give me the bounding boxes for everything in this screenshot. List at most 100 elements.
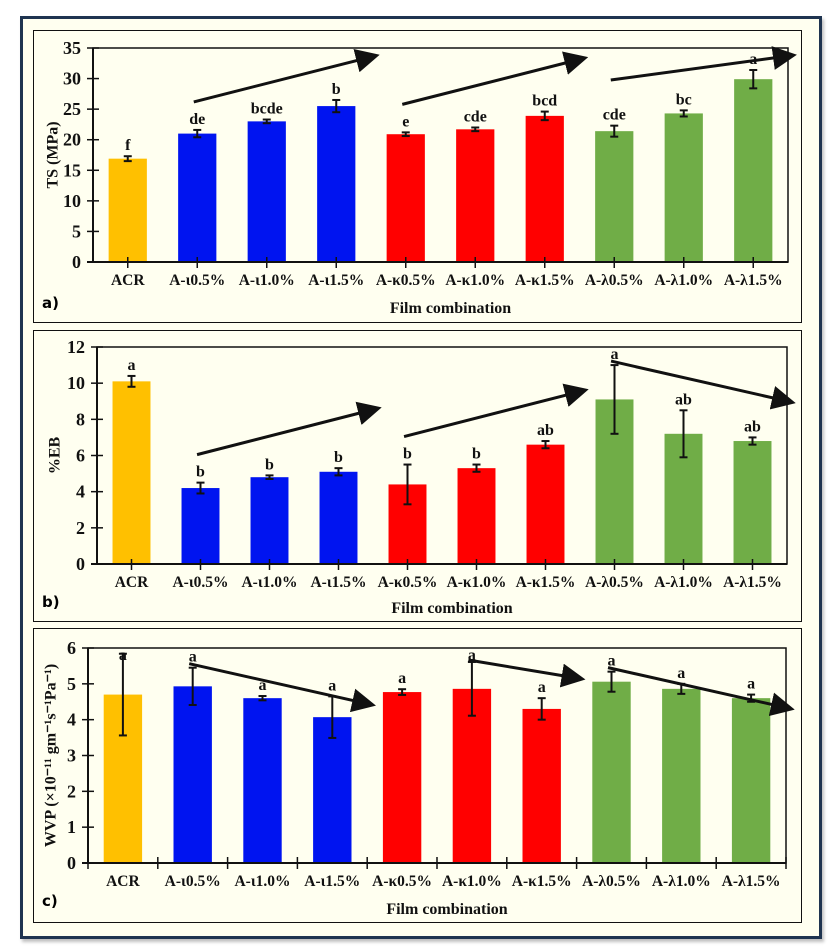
x-tick-label: A-ι1.0% xyxy=(234,873,290,890)
bar-A-κ1.0% xyxy=(456,129,495,262)
x-tick-label: A-ι0.5% xyxy=(165,873,221,890)
error-bar xyxy=(748,436,757,446)
significance-letter: cde xyxy=(603,107,626,124)
bar-A-ι1.0% xyxy=(250,477,289,564)
y-tick-label: 35 xyxy=(63,38,81,58)
y-tick-label: 5 xyxy=(72,221,81,241)
y-tick-label: 20 xyxy=(63,130,81,150)
significance-letter: bcde xyxy=(251,101,283,118)
y-tick-label: 0 xyxy=(76,554,85,574)
bar-ACR xyxy=(112,381,151,564)
y-axis-title: WVP (×10⁻¹¹ gm⁻¹s⁻¹Pa⁻¹) xyxy=(43,664,60,847)
y-tick-label: 3 xyxy=(67,746,76,766)
x-tick-label: A-κ1.5% xyxy=(512,873,572,890)
x-tick-label: A-κ0.5% xyxy=(376,272,436,289)
significance-letter: ab xyxy=(537,422,554,439)
x-tick-label: A-ι1.5% xyxy=(310,574,366,591)
bar-A-κ1.0% xyxy=(457,468,496,564)
x-axis-title: Film combination xyxy=(390,300,511,317)
bar-A-κ1.0% xyxy=(452,688,492,863)
bar-A-ι0.5% xyxy=(178,133,217,262)
trend-arrow-down xyxy=(610,359,796,410)
error-bar xyxy=(401,131,410,138)
bar-A-κ0.5% xyxy=(382,692,422,863)
y-tick-label: 15 xyxy=(63,160,81,180)
bar-A-ι1.5% xyxy=(317,106,356,262)
significance-letter: a xyxy=(398,670,406,687)
error-bar xyxy=(540,110,549,122)
significance-letter: bc xyxy=(676,91,692,108)
y-tick-label: 4 xyxy=(76,482,85,502)
error-bar xyxy=(188,666,197,706)
bar-A-λ1.5% xyxy=(734,79,773,262)
x-tick-label: A-κ1.0% xyxy=(447,574,507,591)
trend-arrow-up xyxy=(196,401,382,457)
bar-A-κ1.5% xyxy=(522,708,561,863)
error-bar xyxy=(258,695,267,702)
panel-c-wvp: a a a a a a a a a a 0 1 2 3 4 5 6 ACR A-ι0.5% A-ι1.0% A-ι1.5… xyxy=(33,628,802,923)
error-bar xyxy=(749,69,758,90)
x-tick-label: A-ι0.5% xyxy=(169,272,225,289)
bar-A-ι1.0% xyxy=(243,698,282,863)
y-tick-label: 25 xyxy=(63,99,81,119)
significance-letter: bcd xyxy=(532,93,557,110)
significance-letter: a xyxy=(608,653,616,670)
error-bar xyxy=(679,409,688,459)
significance-letter: a xyxy=(611,346,619,363)
trend-arrow-up xyxy=(610,46,797,82)
significance-letter: a xyxy=(259,677,267,694)
y-tick-label: 10 xyxy=(67,373,85,393)
panel-label-c: c) xyxy=(42,892,58,910)
chart-wvp: a a a a a a a a a a 0 1 2 3 4 5 6 ACR A-ι0.5% A-ι1.0% A-ι1.5… xyxy=(43,638,795,918)
x-tick-label: A-κ1.0% xyxy=(445,272,505,289)
bar-A-ι1.5% xyxy=(319,471,358,564)
significance-letter: f xyxy=(125,137,131,154)
significance-letter: a xyxy=(468,647,476,664)
bar-A-λ1.5% xyxy=(733,441,772,564)
error-bar xyxy=(123,155,132,163)
x-tick-label: ACR xyxy=(111,272,145,289)
x-tick-label: ACR xyxy=(115,574,149,591)
panel-b-elongation: a b b b b b ab a ab ab 0 2 4 6 8 10 12 ACR A-ι0.5% A-ι1.0% A… xyxy=(33,330,802,622)
error-bar xyxy=(332,98,341,114)
trend-arrow-up xyxy=(403,383,589,438)
bar-A-λ0.5% xyxy=(595,131,634,262)
bar-A-ι1.0% xyxy=(247,121,286,262)
x-tick-label: A-λ1.5% xyxy=(724,272,783,289)
x-tick-label: A-λ1.0% xyxy=(654,574,713,591)
y-tick-label: 30 xyxy=(63,69,81,89)
significance-letter: b xyxy=(472,446,481,463)
error-bar xyxy=(262,118,271,125)
panel-label-b: b) xyxy=(42,593,60,611)
x-tick-label: A-ι1.5% xyxy=(308,272,364,289)
y-tick-label: 6 xyxy=(67,638,76,658)
significance-letter: a xyxy=(119,647,127,664)
error-bar xyxy=(118,652,127,737)
x-tick-label: A-λ0.5% xyxy=(582,873,641,890)
bar-A-κ0.5% xyxy=(386,134,425,262)
x-tick-label: A-λ1.5% xyxy=(722,873,781,890)
bar-A-ι0.5% xyxy=(181,488,220,564)
error-bar xyxy=(607,670,616,693)
trend-arrow-down xyxy=(607,666,795,717)
bar-A-λ0.5% xyxy=(592,681,631,863)
y-tick-label: 12 xyxy=(67,337,85,357)
significance-letter: b xyxy=(196,464,205,481)
panel-label-a: a) xyxy=(42,294,59,312)
significance-letter: a xyxy=(538,679,546,696)
error-bar xyxy=(403,463,412,506)
error-bar xyxy=(610,124,619,138)
x-tick-label: A-κ0.5% xyxy=(372,873,432,890)
significance-letter: de xyxy=(189,111,205,128)
y-tick-label: 4 xyxy=(67,710,76,730)
x-axis-title: Film combination xyxy=(386,901,507,918)
significance-letter: b xyxy=(403,446,412,463)
significance-letter: a xyxy=(677,665,685,682)
error-bar xyxy=(610,364,619,435)
error-bar xyxy=(127,374,136,388)
bar-ACR xyxy=(108,158,147,262)
bar-A-κ1.5% xyxy=(526,444,565,564)
trend-arrow-up xyxy=(193,48,380,104)
y-tick-label: 2 xyxy=(76,518,85,538)
error-bar xyxy=(196,481,205,495)
